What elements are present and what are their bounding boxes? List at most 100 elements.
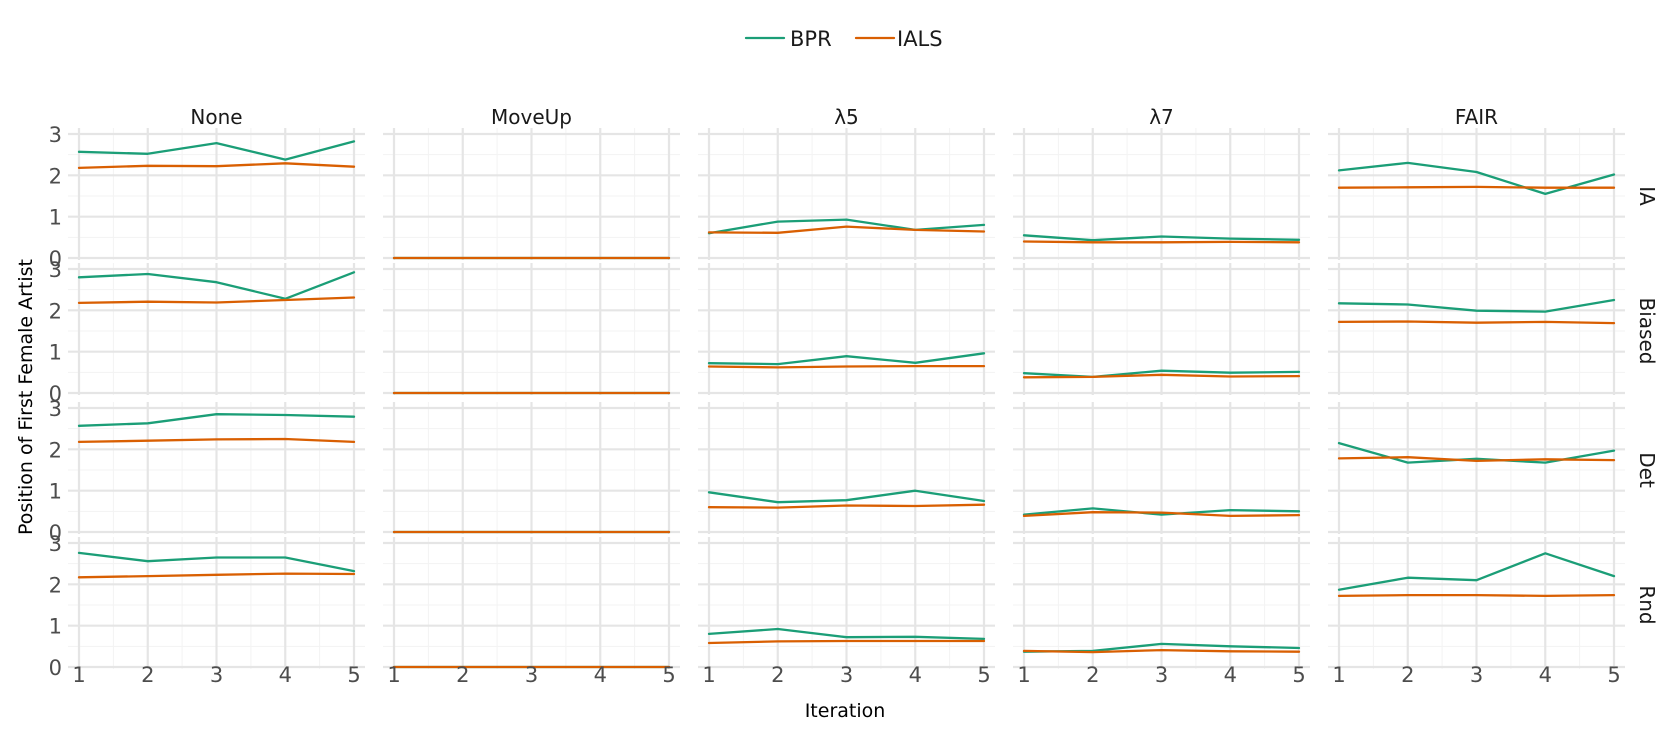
strip-label-col-none: None: [190, 105, 242, 129]
x-tick-label: 5: [1607, 663, 1620, 687]
series-line-bpr-biased-lambda7: [1022, 369, 1301, 379]
panel-ia-lambda7: [1013, 128, 1310, 260]
panel-biased-lambda5: [698, 263, 995, 395]
series-line-ials-ia-lambda7: [1022, 240, 1301, 244]
series-line-ials-biased-fair: [1337, 320, 1616, 325]
panel-det-lambda7: [1013, 402, 1310, 534]
panel-ia-lambda5: [698, 128, 995, 260]
x-tick-label: 4: [279, 663, 292, 687]
panel-rnd-lambda5: [698, 537, 995, 669]
panel-det-fair: [1328, 402, 1625, 534]
x-axis-title: Iteration: [805, 700, 886, 722]
series-line-ials-det-lambda7: [1022, 511, 1301, 518]
x-tick-label: 5: [977, 663, 990, 687]
strip-label-row-ia: IA: [1635, 186, 1659, 206]
x-tick-label: 2: [456, 663, 469, 687]
legend-label-bpr: BPR: [790, 27, 832, 51]
y-tick-label: 0: [49, 247, 62, 271]
series-line-bpr-det-lambda7: [1022, 507, 1301, 516]
y-tick-label: 2: [49, 438, 62, 462]
series-line-bpr-ia-lambda7: [1022, 234, 1301, 242]
panel-rnd-fair: [1328, 537, 1625, 669]
y-tick-label: 2: [49, 299, 62, 323]
legend: BPR IALS: [744, 27, 943, 51]
x-tick-label: 1: [1332, 663, 1345, 687]
series-line-ials-biased-none: [77, 296, 356, 305]
panel-biased-moveup: [383, 263, 680, 395]
y-tick-label: 1: [49, 480, 62, 504]
series-line-bpr-det-none: [77, 413, 356, 427]
series-line-bpr-rnd-none: [77, 551, 356, 573]
y-tick-label: 3: [49, 532, 62, 556]
x-tick-label: 1: [702, 663, 715, 687]
x-tick-label: 3: [1470, 663, 1483, 687]
x-tick-label: 5: [347, 663, 360, 687]
y-tick-label: 2: [49, 164, 62, 188]
series-line-ials-det-none: [77, 437, 356, 444]
panel-rnd-moveup: [383, 537, 680, 669]
series-line-ials-det-fair: [1337, 456, 1616, 463]
panel-ia-moveup: [383, 128, 680, 260]
x-tick-label: 2: [1086, 663, 1099, 687]
panel-biased-fair: [1328, 263, 1625, 395]
strip-label-row-rnd: Rnd: [1635, 585, 1659, 624]
y-tick-label: 1: [49, 615, 62, 639]
panel-rnd-lambda7: [1013, 537, 1310, 669]
panel-ia-none: [68, 128, 365, 260]
series-line-ials-ia-fair: [1337, 185, 1616, 189]
series-line-bpr-rnd-fair: [1337, 552, 1616, 591]
x-tick-label: 1: [1017, 663, 1030, 687]
y-tick-label: 1: [49, 341, 62, 365]
y-axis-title: Position of First Female Artist: [15, 259, 37, 535]
panel-det-none: [68, 402, 365, 534]
series-line-bpr-rnd-lambda5: [707, 627, 986, 641]
y-tick-label: 0: [49, 656, 62, 680]
x-tick-label: 3: [210, 663, 223, 687]
panel-ia-fair: [1328, 128, 1625, 260]
x-tick-label: 2: [141, 663, 154, 687]
x-tick-label: 5: [1292, 663, 1305, 687]
series-line-bpr-det-lambda5: [707, 489, 986, 504]
panel-biased-none: [68, 263, 365, 395]
series-line-ials-rnd-lambda7: [1022, 648, 1301, 654]
x-tick-label: 2: [1401, 663, 1414, 687]
series-line-ials-biased-lambda7: [1022, 373, 1301, 379]
series-line-bpr-ia-lambda5: [707, 218, 986, 235]
panel-det-moveup: [383, 402, 680, 534]
strip-label-row-biased: Biased: [1635, 298, 1659, 365]
series-line-bpr-biased-fair: [1337, 298, 1616, 313]
series-line-bpr-ia-none: [77, 140, 356, 161]
series-line-bpr-biased-none: [77, 271, 356, 300]
strip-label-col-fair: FAIR: [1455, 105, 1498, 129]
x-tick-label: 2: [771, 663, 784, 687]
x-tick-label: 4: [909, 663, 922, 687]
facet-strips: None MoveUp λ5 λ7 FAIR IA Biased Det Rnd: [190, 105, 1659, 625]
strip-label-row-det: Det: [1635, 452, 1659, 488]
y-tick-label: 0: [49, 382, 62, 406]
legend-label-ials: IALS: [897, 27, 943, 51]
series-line-bpr-biased-lambda5: [707, 352, 986, 366]
x-tick-label: 1: [387, 663, 400, 687]
facet-panels: [68, 128, 1625, 669]
strip-label-col-lambda7: λ7: [1149, 105, 1174, 129]
strip-label-col-moveup: MoveUp: [491, 105, 572, 129]
y-tick-label: 3: [49, 397, 62, 421]
y-tick-label: 1: [49, 206, 62, 230]
strip-label-col-lambda5: λ5: [834, 105, 859, 129]
x-tick-label: 5: [662, 663, 675, 687]
y-tick-label: 3: [49, 123, 62, 147]
y-tick-label: 2: [49, 573, 62, 597]
series-line-ials-biased-lambda5: [707, 364, 986, 369]
x-tick-label: 1: [72, 663, 85, 687]
panel-det-lambda5: [698, 402, 995, 534]
series-line-ials-ia-none: [77, 162, 356, 170]
panel-rnd-none: [68, 537, 365, 669]
x-tick-label: 4: [594, 663, 607, 687]
x-tick-label: 3: [1155, 663, 1168, 687]
y-tick-label: 0: [49, 521, 62, 545]
x-tick-label: 3: [525, 663, 538, 687]
series-line-ials-det-lambda5: [707, 503, 986, 509]
x-tick-label: 4: [1224, 663, 1237, 687]
